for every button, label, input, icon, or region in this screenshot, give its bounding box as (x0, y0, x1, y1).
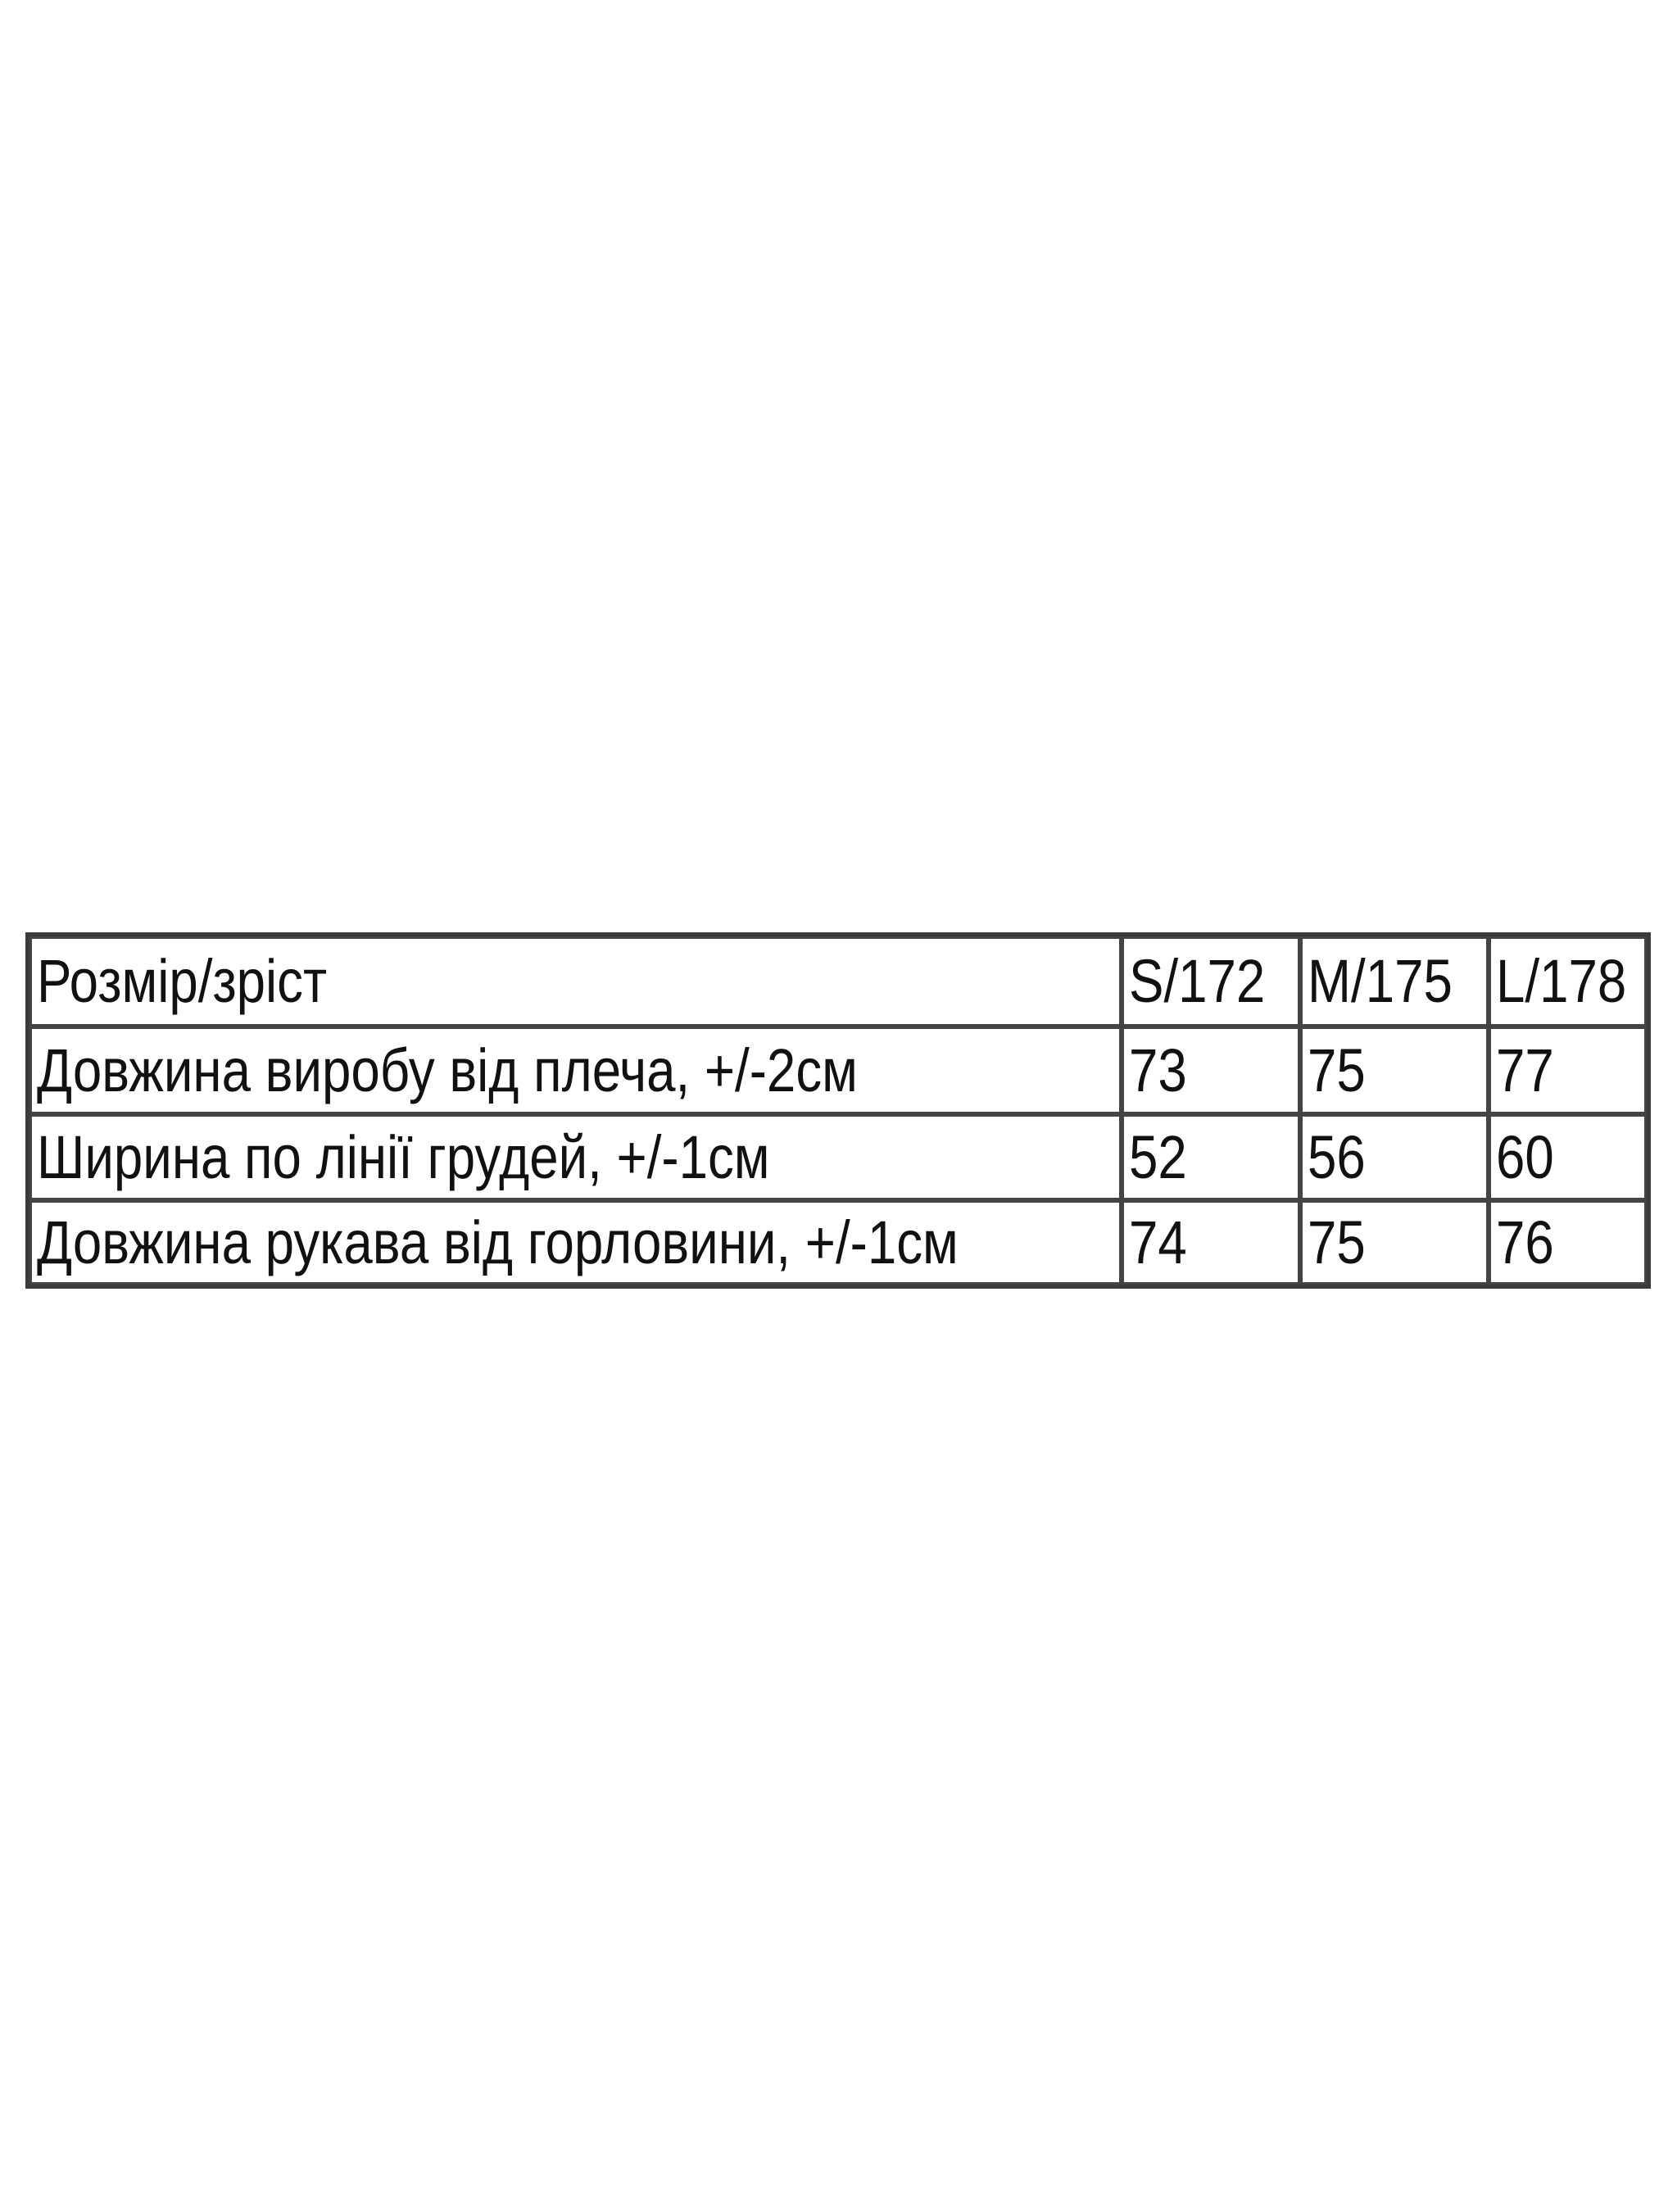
cell-text: Розмір/зріст (37, 947, 328, 1015)
table-cell: 60 (1489, 1114, 1647, 1200)
cell-text: Довжина виробу від плеча, +/-2см (37, 1036, 858, 1104)
header-cell: L/178 (1489, 936, 1647, 1027)
table-cell: Довжина виробу від плеча, +/-2см (29, 1027, 1122, 1114)
table-cell: 56 (1300, 1114, 1489, 1200)
cell-text: L/178 (1496, 947, 1627, 1015)
cell-text: 52 (1129, 1122, 1187, 1191)
cell-text: Ширина по лінії грудей, +/-1см (37, 1122, 770, 1191)
header-cell: M/175 (1300, 936, 1489, 1027)
cell-text: 74 (1129, 1208, 1187, 1276)
cell-text: 76 (1496, 1208, 1554, 1276)
table-cell: Довжина рукава від горловини, +/-1см (29, 1200, 1122, 1285)
header-cell: S/172 (1122, 936, 1300, 1027)
table-cell: Ширина по лінії грудей, +/-1см (29, 1114, 1122, 1200)
table-cell: 76 (1489, 1200, 1647, 1285)
size-chart-table: Розмір/зріст S/172 M/175 L/178 Довжина вироб… (25, 932, 1651, 1289)
table-cell: 74 (1122, 1200, 1300, 1285)
table-cell: 75 (1300, 1027, 1489, 1114)
cell-text: S/172 (1129, 947, 1266, 1015)
table-cell: 52 (1122, 1114, 1300, 1200)
cell-text: 56 (1308, 1122, 1366, 1191)
cell-text: Довжина рукава від горловини, +/-1см (37, 1208, 959, 1276)
cell-text: M/175 (1308, 947, 1453, 1015)
table-cell: 77 (1489, 1027, 1647, 1114)
table-cell: 73 (1122, 1027, 1300, 1114)
cell-text: 73 (1129, 1036, 1187, 1104)
table-cell: 75 (1300, 1200, 1489, 1285)
cell-text: 75 (1308, 1036, 1366, 1104)
cell-text: 75 (1308, 1208, 1366, 1276)
cell-text: 60 (1496, 1122, 1554, 1191)
cell-text: 77 (1496, 1036, 1554, 1104)
header-cell: Розмір/зріст (29, 936, 1122, 1027)
